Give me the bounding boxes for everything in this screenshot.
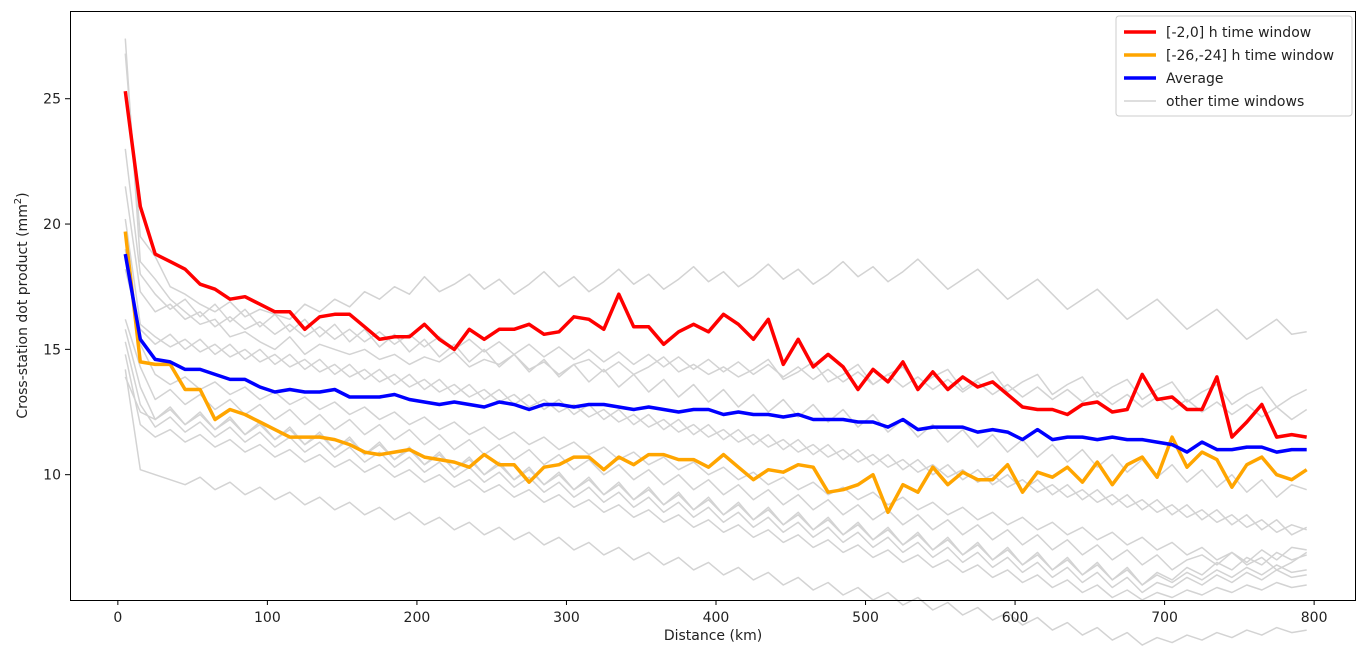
other-window-line-11	[124, 376, 1307, 586]
x-tick-label: 400	[703, 610, 730, 626]
x-tick-label: 600	[1002, 610, 1029, 626]
background-series-group	[124, 38, 1308, 646]
other-window-line-2	[124, 53, 1307, 341]
other-window-line-3	[124, 186, 1308, 421]
x-tick-label: 800	[1301, 610, 1328, 626]
legend-box	[1115, 15, 1353, 117]
legend-label-1: [-2,0] h time window	[1166, 25, 1311, 41]
y-tick-label: 25	[43, 92, 61, 108]
series-line-2	[123, 231, 1308, 515]
main-series-group	[123, 90, 1308, 515]
x-axis-label: Distance (km)	[664, 628, 762, 644]
legend-label-2: [-26,-24] h time window	[1166, 48, 1334, 64]
y-tick-label: 20	[43, 217, 61, 233]
legend-label-4: other time windows	[1166, 94, 1304, 110]
y-axis: 10 15 20 25	[43, 92, 70, 484]
other-window-line-4	[124, 218, 1307, 534]
y-axis-label: Cross-station dot product (mm2)	[13, 192, 31, 418]
series-line-3	[123, 253, 1307, 454]
series-line-1	[123, 90, 1307, 439]
other-window-line-9	[124, 354, 1307, 601]
other-window-line-8	[124, 341, 1307, 594]
other-window-line-5	[124, 248, 1308, 571]
x-tick-label: 700	[1151, 610, 1178, 626]
other-window-line-12	[124, 148, 1307, 498]
y-tick-label: 15	[43, 342, 61, 358]
legend-label-3: Average	[1166, 71, 1224, 87]
x-tick-label: 300	[553, 610, 580, 626]
other-window-line-1	[124, 38, 1308, 408]
x-tick-label: 200	[404, 610, 431, 626]
other-window-line-13	[124, 269, 1308, 536]
x-tick-label: 0	[113, 610, 122, 626]
x-axis: 0 100 200 300 400 500 600 700 800	[113, 600, 1327, 626]
legend: [-2,0] h time window [-26,-24] h time win…	[1115, 15, 1353, 117]
other-window-line-10	[124, 369, 1307, 646]
y-tick-label: 10	[43, 468, 61, 484]
other-window-line-6	[124, 319, 1307, 571]
x-tick-label: 100	[254, 610, 281, 626]
x-tick-label: 500	[852, 610, 879, 626]
